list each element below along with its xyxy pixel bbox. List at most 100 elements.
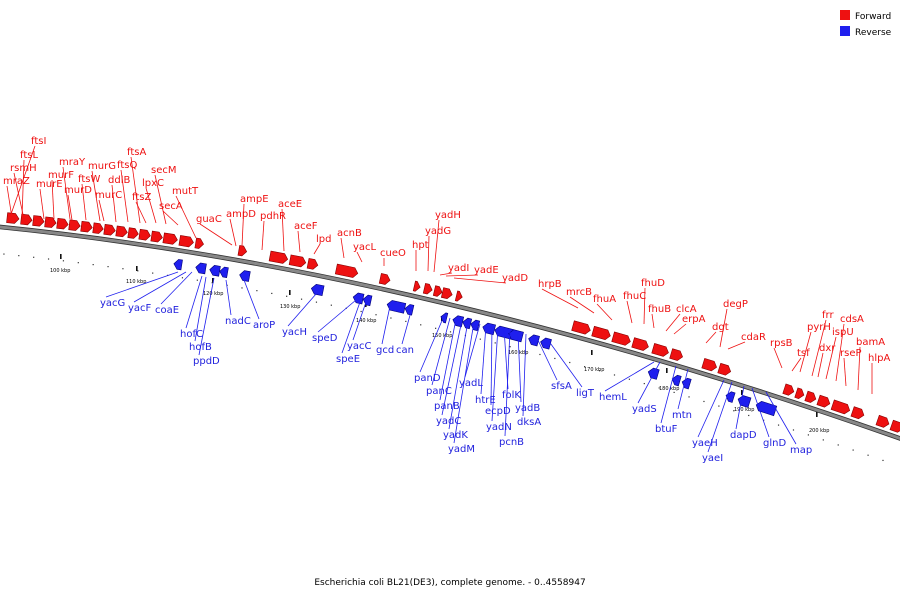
- reverse-gene-label[interactable]: glnD: [763, 438, 786, 449]
- forward-gene-arrow[interactable]: [150, 230, 163, 243]
- forward-gene-arrow[interactable]: [571, 320, 592, 335]
- forward-gene-arrow[interactable]: [440, 287, 453, 300]
- forward-gene-label[interactable]: acnB: [337, 228, 362, 239]
- forward-gene-label[interactable]: yadE: [474, 265, 499, 276]
- reverse-gene-label[interactable]: map: [790, 445, 812, 456]
- forward-gene-arrow[interactable]: [237, 245, 248, 257]
- reverse-gene-arrow[interactable]: [755, 400, 778, 417]
- forward-gene-label[interactable]: ampE: [240, 194, 269, 205]
- reverse-gene-label[interactable]: btuF: [655, 424, 678, 435]
- forward-gene-label[interactable]: dxr: [819, 343, 836, 354]
- forward-gene-label[interactable]: fhuC: [623, 291, 646, 302]
- forward-gene-arrow[interactable]: [268, 250, 289, 264]
- reverse-gene-arrow[interactable]: [219, 266, 229, 278]
- reverse-gene-label[interactable]: ligT: [576, 388, 595, 399]
- forward-gene-label[interactable]: secA: [159, 201, 183, 212]
- reverse-gene-arrow[interactable]: [440, 312, 449, 324]
- reverse-gene-label[interactable]: dksA: [517, 417, 541, 428]
- forward-gene-label[interactable]: yadH: [435, 210, 461, 221]
- forward-gene-arrow[interactable]: [68, 219, 81, 231]
- forward-gene-label[interactable]: mraY: [59, 157, 86, 168]
- reverse-gene-arrow[interactable]: [737, 394, 752, 408]
- forward-gene-label[interactable]: rsmH: [10, 163, 37, 174]
- reverse-gene-arrow[interactable]: [671, 374, 682, 387]
- reverse-gene-label[interactable]: yaeI: [702, 453, 723, 464]
- reverse-gene-label[interactable]: yadB: [515, 403, 540, 414]
- reverse-gene-arrow[interactable]: [239, 270, 251, 282]
- forward-gene-label[interactable]: aceF: [294, 221, 318, 232]
- forward-gene-arrow[interactable]: [178, 235, 194, 248]
- reverse-gene-label[interactable]: aroP: [253, 320, 275, 331]
- forward-gene-label[interactable]: fhuD: [641, 278, 665, 289]
- forward-gene-arrow[interactable]: [138, 228, 151, 241]
- forward-gene-label[interactable]: erpA: [682, 314, 706, 325]
- reverse-gene-label[interactable]: panC: [426, 386, 452, 397]
- forward-gene-label[interactable]: hrpB: [538, 279, 562, 290]
- forward-gene-arrow[interactable]: [611, 331, 632, 347]
- reverse-gene-arrow[interactable]: [173, 259, 183, 271]
- forward-gene-label[interactable]: tsf: [797, 348, 810, 359]
- forward-gene-arrow[interactable]: [651, 343, 670, 357]
- forward-gene-label[interactable]: lpxC: [142, 178, 164, 189]
- forward-gene-arrow[interactable]: [804, 390, 818, 404]
- forward-gene-arrow[interactable]: [631, 337, 650, 352]
- forward-gene-arrow[interactable]: [701, 358, 718, 372]
- forward-gene-arrow[interactable]: [669, 348, 684, 362]
- forward-gene-arrow[interactable]: [850, 406, 866, 420]
- reverse-gene-label[interactable]: htrE: [475, 395, 496, 406]
- forward-gene-arrow[interactable]: [306, 258, 319, 270]
- reverse-gene-label[interactable]: hofC: [180, 329, 203, 340]
- reverse-gene-label[interactable]: yacC: [347, 341, 372, 352]
- forward-gene-label[interactable]: murF: [48, 170, 74, 181]
- forward-gene-arrow[interactable]: [32, 215, 45, 227]
- forward-gene-arrow[interactable]: [56, 217, 69, 230]
- reverse-gene-label[interactable]: yacF: [128, 303, 152, 314]
- forward-gene-label[interactable]: murD: [64, 185, 92, 196]
- reverse-gene-label[interactable]: speE: [336, 354, 360, 365]
- forward-gene-arrow[interactable]: [591, 325, 612, 341]
- forward-gene-arrow[interactable]: [794, 387, 806, 400]
- forward-gene-arrow[interactable]: [816, 394, 832, 408]
- forward-gene-label[interactable]: yacL: [353, 242, 377, 253]
- forward-gene-arrow[interactable]: [194, 237, 205, 249]
- reverse-gene-arrow[interactable]: [725, 391, 736, 403]
- forward-gene-label[interactable]: degP: [723, 299, 748, 310]
- forward-gene-label[interactable]: pyrH: [807, 322, 831, 333]
- forward-gene-arrow[interactable]: [830, 399, 851, 415]
- forward-gene-arrow[interactable]: [288, 254, 307, 268]
- reverse-gene-arrow[interactable]: [507, 329, 524, 343]
- reverse-gene-label[interactable]: sfsA: [551, 381, 572, 392]
- reverse-gene-arrow[interactable]: [404, 304, 415, 316]
- forward-gene-label[interactable]: rseP: [840, 348, 862, 359]
- reverse-gene-label[interactable]: panD: [414, 373, 441, 384]
- forward-gene-arrow[interactable]: [422, 283, 433, 295]
- forward-gene-arrow[interactable]: [6, 212, 20, 224]
- reverse-gene-label[interactable]: yadK: [443, 430, 468, 441]
- forward-gene-label[interactable]: clcA: [676, 304, 697, 315]
- forward-gene-label[interactable]: yadG: [425, 226, 451, 237]
- reverse-gene-arrow[interactable]: [209, 265, 221, 277]
- reverse-gene-label[interactable]: mtn: [672, 410, 692, 421]
- forward-gene-label[interactable]: mraZ: [3, 176, 30, 187]
- reverse-gene-label[interactable]: yaeH: [692, 438, 718, 449]
- forward-gene-label[interactable]: ftsI: [31, 136, 46, 147]
- forward-gene-label[interactable]: murE: [36, 179, 63, 190]
- reverse-gene-label[interactable]: panB: [434, 401, 460, 412]
- forward-gene-arrow[interactable]: [454, 290, 463, 302]
- reverse-gene-label[interactable]: ppdD: [193, 356, 220, 367]
- forward-gene-label[interactable]: ddlB: [108, 175, 130, 186]
- forward-gene-label[interactable]: ampD: [226, 209, 256, 220]
- forward-gene-label[interactable]: hlpA: [868, 353, 890, 364]
- reverse-gene-arrow[interactable]: [310, 283, 325, 297]
- forward-gene-label[interactable]: dgt: [712, 322, 729, 333]
- forward-gene-label[interactable]: cdsA: [840, 314, 864, 325]
- forward-gene-arrow[interactable]: [717, 362, 732, 376]
- reverse-gene-label[interactable]: yacH: [282, 327, 307, 338]
- forward-gene-arrow[interactable]: [432, 285, 443, 298]
- reverse-gene-label[interactable]: nadC: [225, 316, 251, 327]
- reverse-gene-label[interactable]: yadN: [486, 422, 512, 433]
- forward-gene-arrow[interactable]: [875, 414, 891, 428]
- forward-gene-label[interactable]: pdhR: [260, 211, 286, 222]
- forward-gene-label[interactable]: frr: [822, 310, 834, 321]
- forward-gene-label[interactable]: guaC: [196, 214, 222, 225]
